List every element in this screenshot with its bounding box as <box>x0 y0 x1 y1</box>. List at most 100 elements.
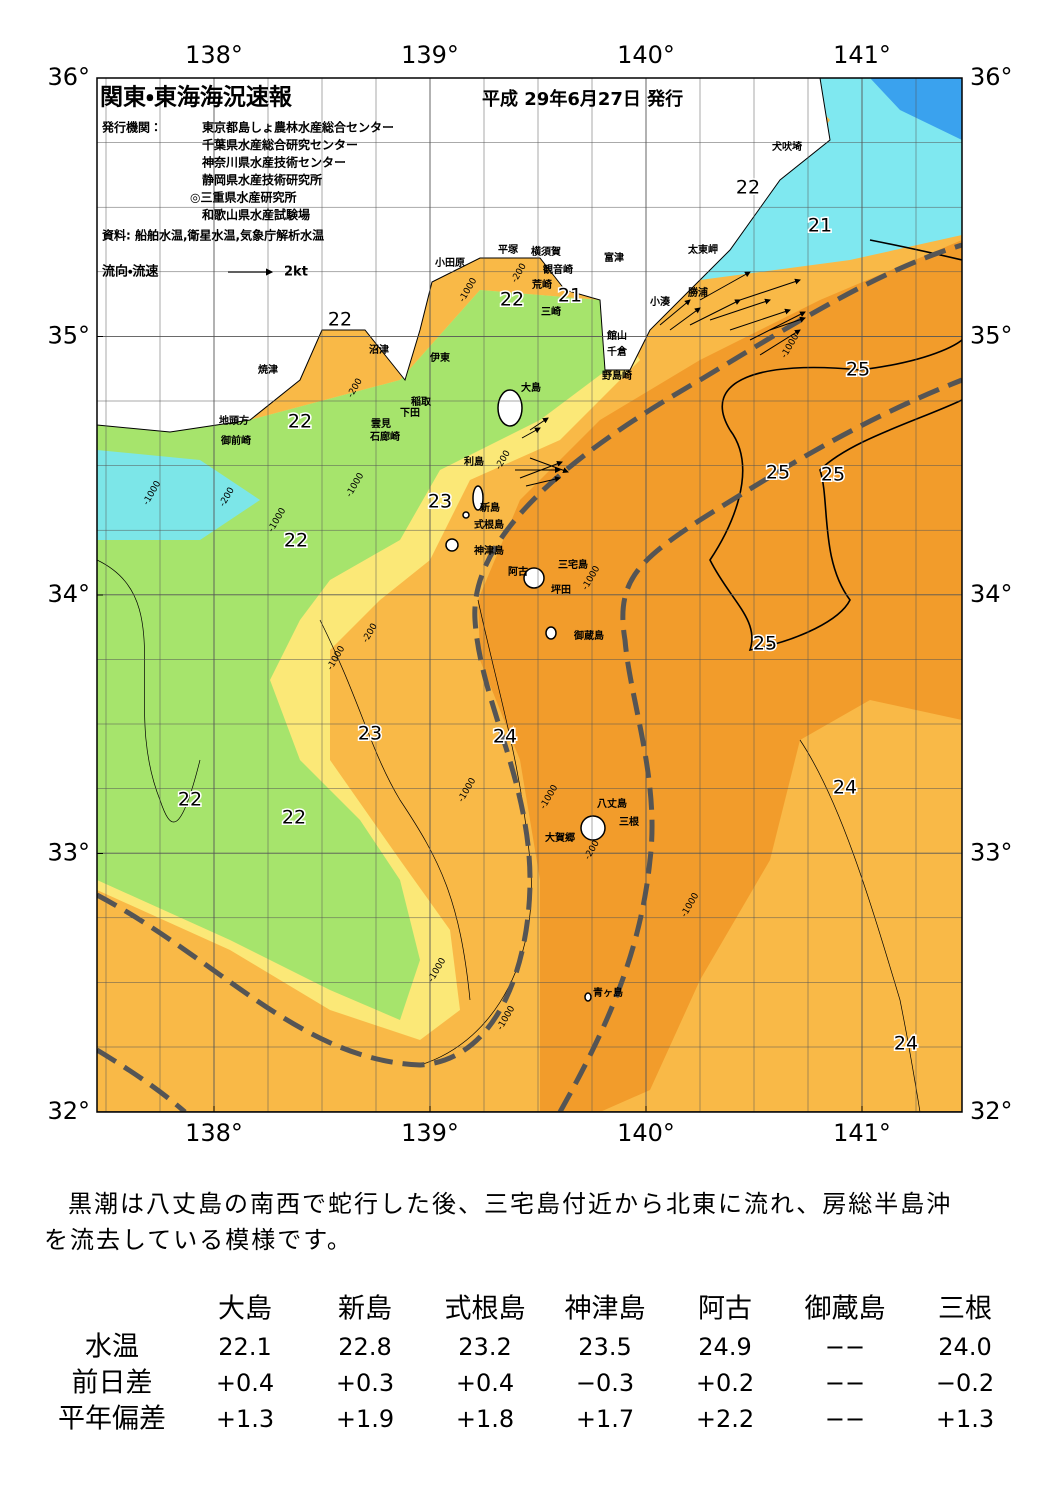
issuer-list: 東京都島しょ農林水産総合センター千葉県水産総合研究センター神奈川県水産技術センタ… <box>190 120 394 223</box>
table-header: 三根 <box>938 1294 992 1325</box>
island <box>497 389 523 427</box>
issuer-label: 発行機関： <box>101 120 162 135</box>
table-cell: +0.4 <box>216 1369 274 1397</box>
place-name: 千倉 <box>607 345 628 358</box>
row-label: 前日差 <box>72 1368 153 1399</box>
temperature-label: 22 <box>284 530 308 552</box>
temperature-label: 21 <box>558 285 582 307</box>
place-name: 焼津 <box>258 363 278 376</box>
island <box>445 538 459 552</box>
place-name: 下田 <box>400 407 420 419</box>
lat-label: 36° <box>47 63 90 91</box>
current-arrow <box>739 278 801 301</box>
table-cell: 23.5 <box>578 1333 631 1361</box>
kuroshio-path <box>557 377 962 1112</box>
legend-label: 流向・流速 <box>102 264 158 280</box>
lat-label: 34° <box>970 580 1013 608</box>
row-label: 水温 <box>85 1332 139 1363</box>
place-name: 三崎 <box>541 305 561 318</box>
place-name: 小田原 <box>434 256 465 269</box>
table-header: 神津島 <box>565 1294 646 1325</box>
place-name: 荒崎 <box>531 278 552 291</box>
temperature-label: 22 <box>178 789 202 811</box>
place-name: 平塚 <box>498 243 519 256</box>
current-arrow <box>669 307 701 331</box>
sea-cold-patch <box>97 450 260 540</box>
place-name: 新島 <box>479 501 500 514</box>
table-cell: +0.3 <box>336 1369 394 1397</box>
table-header: 式根島 <box>445 1294 526 1325</box>
island <box>523 567 545 589</box>
table-cell: 24.9 <box>698 1333 751 1361</box>
place-name: 横須賀 <box>531 245 561 258</box>
lon-label: 140° <box>617 41 675 69</box>
place-name: 神津島 <box>473 544 504 557</box>
place-name: 八丈島 <box>597 797 627 810</box>
legend-scale: 2kt <box>284 265 308 280</box>
temperature-label: 22 <box>288 411 312 433</box>
place-name: 富津 <box>604 251 624 264</box>
table-cell: +0.2 <box>696 1369 754 1397</box>
place-name: 石廊崎 <box>369 430 400 443</box>
lat-label: 36° <box>970 63 1013 91</box>
islands <box>445 389 606 1002</box>
row-label: 平年偏差 <box>58 1404 166 1435</box>
island <box>472 485 484 511</box>
lon-label: 139° <box>401 1119 459 1147</box>
temperature-label: 22 <box>328 309 352 331</box>
place-name: 大島 <box>521 381 541 394</box>
lat-label: 33° <box>970 839 1013 867</box>
place-name: 犬吠埼 <box>772 140 802 153</box>
lat-label: 32° <box>47 1097 90 1125</box>
place-name: 雲見 <box>371 418 391 430</box>
table-cell: +1.8 <box>456 1405 514 1433</box>
kuroshio-path <box>97 242 962 1068</box>
sea-cold <box>700 78 962 280</box>
temperature-label: 22 <box>500 289 524 311</box>
table-cell: +1.3 <box>936 1405 994 1433</box>
island <box>462 511 470 519</box>
land <box>97 78 831 433</box>
place-name: 沼津 <box>369 343 389 356</box>
lon-label: 138° <box>185 41 243 69</box>
lon-label: 140° <box>617 1119 675 1147</box>
current-arrow <box>759 329 801 356</box>
table-header: 新島 <box>338 1294 392 1325</box>
current-arrow <box>769 316 806 331</box>
table-cell: 22.1 <box>218 1333 271 1361</box>
place-name: 地頭方 <box>219 414 249 427</box>
table-cell: −− <box>825 1333 865 1361</box>
current-arrow <box>521 427 541 439</box>
temperature-label: 21 <box>808 215 832 237</box>
current-arrow <box>529 457 569 474</box>
current-arrow <box>689 299 741 326</box>
current-arrow <box>525 476 561 487</box>
contour <box>97 559 201 823</box>
table-cell: +1.7 <box>576 1405 634 1433</box>
table-cell: 24.0 <box>938 1333 991 1361</box>
place-name: 野島崎 <box>602 369 632 382</box>
issuer: 和歌山県水産試験場 <box>201 207 310 222</box>
place-name: 大賀郷 <box>545 831 575 844</box>
place-name: 太東岬 <box>687 243 718 256</box>
lon-label: 138° <box>185 1119 243 1147</box>
place-name: 阿古 <box>508 565 528 578</box>
axis-labels: 138° 138° 139° 139° 140° 140° 141° 141° 36° 36° 35… <box>47 41 1012 1147</box>
temperature-label: 23 <box>358 723 382 745</box>
current-arrow <box>699 271 751 301</box>
current-arrow <box>749 311 806 341</box>
place-name: 坪田 <box>551 583 571 596</box>
table-cell: +1.3 <box>216 1405 274 1433</box>
contour <box>319 619 471 1001</box>
place-name: 勝浦 <box>688 286 708 299</box>
lon-label: 139° <box>401 41 459 69</box>
lat-label: 32° <box>970 1097 1013 1125</box>
lat-label: 34° <box>47 580 90 608</box>
place-name: 式根島 <box>474 518 504 531</box>
isotherm <box>721 339 962 431</box>
table-cell: +2.2 <box>696 1405 754 1433</box>
table-cell: 23.2 <box>458 1333 511 1361</box>
